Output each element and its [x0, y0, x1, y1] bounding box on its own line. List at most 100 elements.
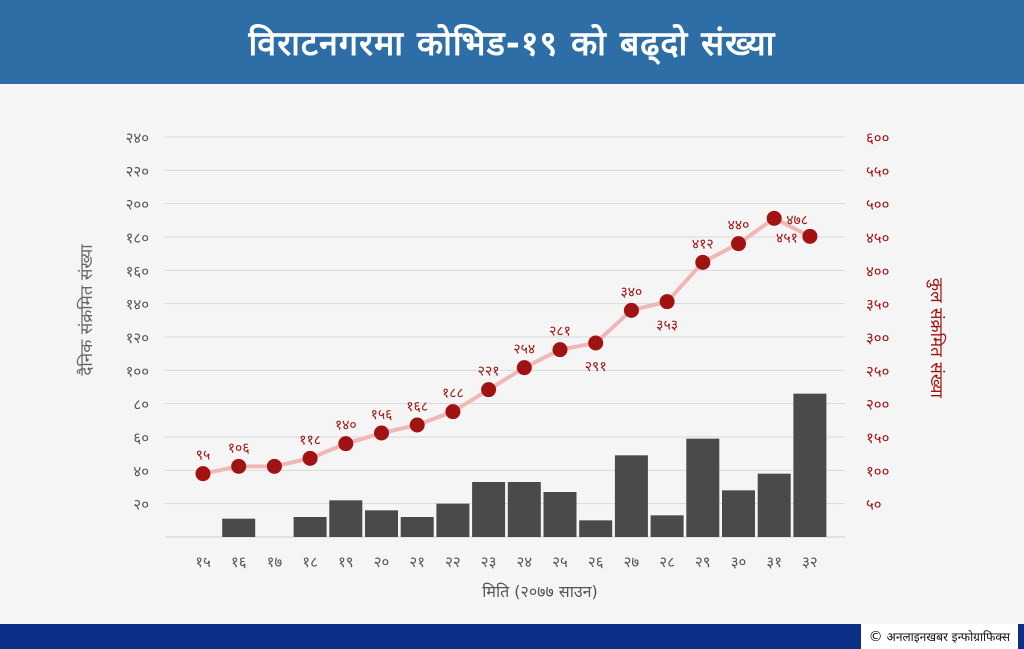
right-tick-label: १५० — [866, 429, 889, 447]
left-tick-label: १०० — [126, 362, 149, 380]
chart-header: विराटनगरमा कोभिड-१९ को बढ्दो संख्या — [0, 0, 1024, 84]
cumulative-point — [588, 335, 604, 351]
left-tick-label: १२० — [126, 329, 149, 347]
cumulative-point — [766, 210, 782, 226]
left-tick-label: ४० — [133, 462, 149, 480]
daily-bar — [222, 518, 256, 537]
x-tick-label: २९ — [695, 553, 711, 571]
cumulative-point — [409, 417, 425, 433]
daily-bar — [365, 510, 398, 537]
x-tick-label: २६ — [588, 553, 604, 571]
x-tick-label: २७ — [624, 553, 640, 571]
cumulative-point — [481, 382, 497, 398]
daily-bar — [579, 520, 613, 537]
left-tick-label: २० — [133, 496, 149, 514]
daily-bar — [650, 515, 684, 537]
footer-bar: © अनलाइनखबर इन्फोग्राफिक्स — [0, 624, 1024, 649]
cumulative-data-label: १४० — [335, 418, 357, 434]
copyright-icon: © — [868, 628, 883, 645]
cumulative-point — [695, 254, 711, 270]
x-tick-label: २५ — [552, 553, 568, 571]
x-tick-label: २२ — [445, 553, 461, 571]
cumulative-data-label: २८१ — [549, 324, 571, 340]
left-tick-label: १८० — [126, 229, 149, 247]
cumulative-point — [659, 294, 675, 310]
x-tick-label: १७ — [267, 553, 283, 571]
x-tick-label: ३२ — [802, 553, 818, 571]
cumulative-data-label: ३४० — [620, 284, 642, 300]
right-tick-label: २०० — [866, 396, 889, 414]
right-tick-label: ५० — [866, 496, 882, 514]
left-tick-label: २४० — [126, 129, 149, 147]
left-tick-label: ६० — [133, 429, 149, 447]
x-tick-label: १६ — [231, 553, 247, 571]
x-tick-label: २० — [374, 553, 390, 571]
credit-text: अनलाइनखबर इन्फोग्राफिक्स — [886, 630, 1010, 644]
x-axis-title: मिति (२०७७ साउन) — [482, 582, 598, 601]
cumulative-data-label: ९५ — [196, 448, 211, 464]
daily-bar — [507, 482, 541, 537]
right-tick-label: २५० — [866, 362, 889, 380]
cumulative-data-label: ३५३ — [656, 318, 678, 334]
cumulative-data-label: ४४० — [728, 218, 750, 234]
cumulative-point — [338, 436, 354, 452]
combo-chart: २० ४० ६० ८० १०० १२० १४० १६० १८० २०० २२० २४० ५० १०० १५०… — [76, 129, 947, 601]
cumulative-point — [802, 228, 818, 244]
cumulative-data-label: २५४ — [513, 342, 535, 358]
x-tick-label: १५ — [195, 553, 211, 571]
right-tick-label: ४५० — [866, 229, 889, 247]
cumulative-point — [302, 450, 318, 466]
cumulative-point — [445, 404, 461, 420]
cumulative-data-label: १८८ — [442, 386, 464, 402]
cumulative-point — [266, 458, 282, 474]
daily-bar — [614, 455, 648, 537]
daily-bar — [293, 517, 327, 537]
x-tick-label: ३१ — [766, 553, 782, 571]
cumulative-data-label: ४५१ — [776, 230, 798, 246]
daily-bar — [329, 500, 363, 537]
cumulative-data-label: ४७८ — [786, 212, 808, 228]
chart-title: विराटनगरमा कोभिड-१९ को बढ्दो संख्या — [248, 24, 776, 64]
left-tick-label: ८० — [133, 396, 149, 414]
x-tick-label: ३० — [731, 553, 747, 571]
x-tick-label: १९ — [338, 553, 354, 571]
credit-badge: © अनलाइनखबर इन्फोग्राफिक्स — [860, 624, 1018, 649]
cumulative-point — [731, 236, 746, 252]
daily-bar — [543, 492, 577, 537]
right-tick-label: ४०० — [866, 262, 889, 280]
x-tick-label: २१ — [409, 553, 425, 571]
right-tick-label: ३०० — [866, 329, 889, 347]
cumulative-data-label: ४१२ — [692, 236, 714, 252]
cumulative-point — [374, 425, 389, 441]
x-tick-label: २३ — [481, 553, 497, 571]
daily-bar — [793, 393, 827, 537]
daily-bar — [472, 482, 506, 537]
cumulative-point — [623, 302, 639, 318]
left-tick-label: २२० — [126, 162, 149, 180]
daily-bar — [400, 517, 434, 537]
left-tick-label: २०० — [126, 196, 149, 214]
cumulative-data-label: १०६ — [228, 440, 250, 456]
daily-bar — [757, 473, 791, 537]
right-tick-label: ३५० — [866, 296, 889, 314]
left-axis-title: दैनिक संक्रमित संख्या — [76, 244, 97, 376]
cumulative-data-label: २९१ — [585, 359, 607, 375]
right-tick-label: ५५० — [866, 162, 889, 180]
left-tick-label: १६० — [126, 262, 149, 280]
cumulative-point — [552, 342, 568, 358]
x-tick-label: २८ — [659, 553, 675, 571]
left-tick-label: १४० — [126, 296, 149, 314]
cumulative-line — [202, 216, 811, 476]
x-tick-label: १८ — [302, 553, 318, 571]
daily-bar — [686, 438, 720, 537]
daily-bar — [722, 490, 755, 537]
daily-bar — [436, 503, 470, 537]
cumulative-data-label: १६८ — [406, 399, 428, 415]
cumulative-point — [195, 466, 211, 482]
cumulative-point — [231, 458, 247, 474]
cumulative-data-label: २२१ — [478, 364, 500, 380]
cumulative-point — [516, 360, 532, 376]
right-tick-label: ६०० — [866, 129, 889, 147]
x-tick-label: २४ — [516, 553, 532, 571]
right-tick-label: १०० — [866, 462, 889, 480]
